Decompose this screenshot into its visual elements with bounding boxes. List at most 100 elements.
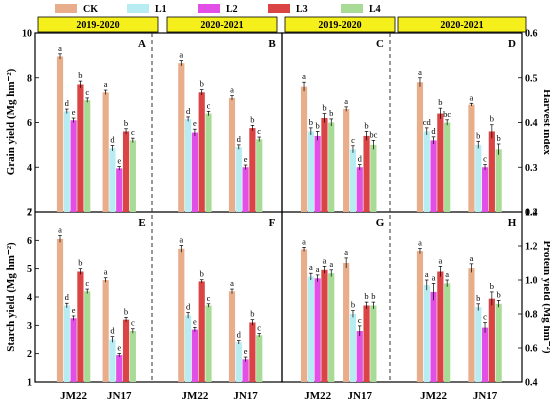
season-dividers: [151, 33, 391, 382]
significance-letter: a: [418, 238, 422, 248]
bar-a-jm22-l1: [63, 111, 70, 212]
season-label: 2019-2020: [76, 20, 119, 31]
significance-letter: a: [425, 269, 429, 279]
y-tick-label: 6: [27, 236, 32, 247]
bar-h-jn17-l4: [495, 303, 502, 382]
significance-letter: b: [309, 117, 313, 127]
bar-d-jn17-l3: [488, 131, 495, 212]
legend-label-ck: CK: [83, 4, 98, 15]
significance-letter: b: [364, 120, 368, 130]
significance-letter: b: [78, 70, 82, 80]
y-tick-label: 7: [27, 208, 32, 219]
significance-letter: a: [445, 269, 449, 279]
significance-letter: b: [364, 291, 368, 301]
panel-letter-b: B: [268, 38, 276, 50]
bar-g-jn17-ck: [343, 263, 350, 382]
significance-letter: b: [490, 114, 494, 124]
significance-letter: b: [322, 103, 326, 113]
x-category-label: JN17: [233, 390, 258, 402]
season-header-3: 2019-2020: [284, 16, 396, 33]
significance-letter: b: [476, 130, 480, 140]
bar-h-jm22-ck: [416, 251, 424, 382]
bar-e-jm22-l3: [77, 271, 84, 382]
significance-letter: a: [58, 225, 62, 235]
significance-letter: a: [344, 247, 348, 257]
significance-letter: b: [200, 269, 204, 279]
bar-g-jm22-l2: [314, 278, 321, 382]
legend-swatch-ck: [55, 4, 77, 13]
season-label: 2020-2021: [440, 20, 483, 31]
legend-label-l2: L2: [226, 4, 238, 15]
significance-letter: d: [186, 302, 191, 312]
significance-letter: a: [104, 267, 108, 277]
season-box: [397, 16, 527, 33]
bar-f-jm22-ck: [178, 248, 185, 382]
bar-g-jm22-l3: [321, 269, 328, 382]
bar-e-jm22-l1: [63, 305, 70, 382]
bar-d-jm22-ck: [416, 82, 424, 212]
significance-letter: d: [65, 98, 70, 108]
bar-g-jn17-l4: [370, 305, 377, 382]
bar-e-jn17-ck: [102, 280, 109, 382]
significance-letter: a: [418, 67, 422, 77]
significance-letter: c: [85, 87, 89, 97]
y-tick-label: 8: [27, 73, 32, 84]
significance-letter: a: [302, 71, 306, 81]
significance-letter: bc: [443, 109, 451, 119]
bar-e-jn17-l1: [109, 339, 116, 382]
bar-h-jn17-l3: [488, 298, 495, 382]
bar-d-jn17-l1: [475, 144, 482, 212]
significance-letter: d: [358, 154, 363, 164]
bar-e-jm22-l4: [84, 291, 91, 382]
bar-f-jm22-l4: [205, 305, 212, 382]
significance-letter: b: [497, 289, 501, 299]
significance-letter: c: [131, 318, 135, 328]
significance-letter: a: [302, 236, 306, 246]
x-category-label: JN17: [348, 390, 373, 402]
significance-letter: d: [237, 134, 242, 144]
season-box: [284, 16, 396, 33]
significance-letter: a: [470, 253, 474, 263]
bar-e-jn17-l4: [129, 331, 136, 382]
bar-f-jn17-l1: [235, 342, 242, 382]
significance-letter: a: [316, 264, 320, 274]
season-label: 2019-2020: [318, 20, 361, 31]
significance-letter: c: [85, 278, 89, 288]
season-header-1: 2019-2020: [37, 16, 159, 33]
significance-letter: d: [431, 126, 436, 136]
y-tick-label: 0.5: [525, 73, 538, 84]
y-tick-label: 2: [27, 208, 32, 219]
significance-letter: e: [117, 342, 121, 352]
bar-e-jm22-ck: [56, 238, 64, 382]
significance-letter: a: [470, 92, 474, 102]
bar-f-jm22-l1: [185, 315, 192, 382]
bar-f-jn17-l3: [249, 322, 256, 382]
bar-c-jn17-l1: [349, 149, 357, 212]
season-label: 2020-2021: [200, 20, 243, 31]
y-tick-label: 1: [27, 378, 32, 389]
significance-letter: c: [257, 126, 261, 136]
bar-h-jm22-l2: [430, 291, 437, 382]
significance-letter: c: [483, 154, 487, 164]
y-tick-label: 4: [27, 163, 32, 174]
bar-f-jn17-ck: [228, 291, 236, 382]
significance-letter: a: [344, 96, 348, 106]
significance-letter: c: [207, 293, 211, 303]
y-tick-label: 0.6: [525, 29, 538, 40]
significance-letter: e: [244, 346, 248, 356]
bar-d-jn17-ck: [468, 104, 475, 212]
axis-labels: Grain yield (Mg hm⁻²) Starch yield (Mg hm…: [5, 68, 550, 353]
significance-letter: c: [257, 323, 261, 333]
legend: CK L1 L2 L3 L4: [55, 4, 381, 15]
significance-letter: b: [200, 79, 204, 89]
bar-g-jn17-l3: [363, 305, 370, 382]
bar-e-jm22-l2: [70, 318, 77, 382]
bar-g-jm22-ck: [300, 249, 308, 382]
bar-b-jm22-l4: [205, 113, 212, 212]
significance-letter: a: [230, 85, 234, 95]
bar-c-jn17-l3: [363, 135, 370, 212]
bar-b-jn17-ck: [228, 97, 236, 212]
